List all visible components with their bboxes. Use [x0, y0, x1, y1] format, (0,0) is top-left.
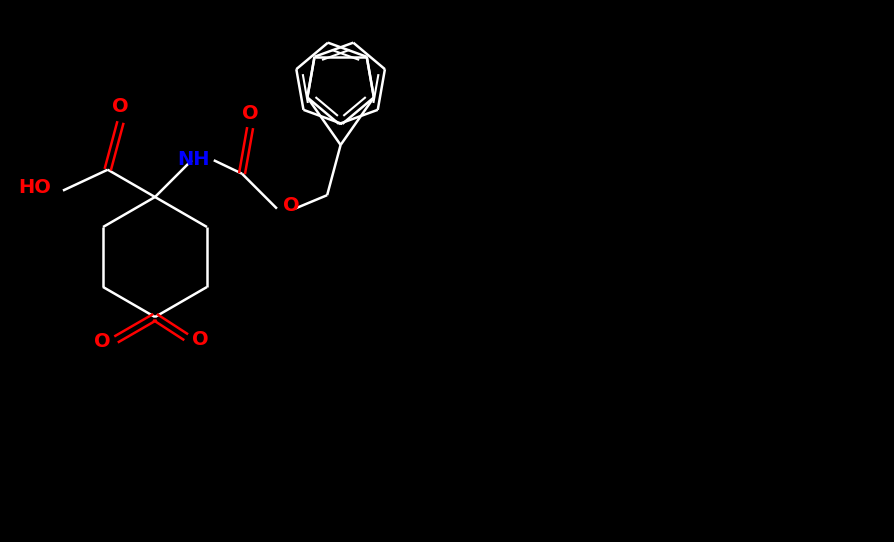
Text: HO: HO	[19, 178, 51, 197]
Text: O: O	[94, 332, 110, 351]
Text: O: O	[241, 104, 258, 123]
Text: O: O	[283, 196, 299, 215]
Text: O: O	[112, 98, 129, 117]
Text: O: O	[192, 330, 208, 349]
Text: NH: NH	[178, 150, 210, 169]
